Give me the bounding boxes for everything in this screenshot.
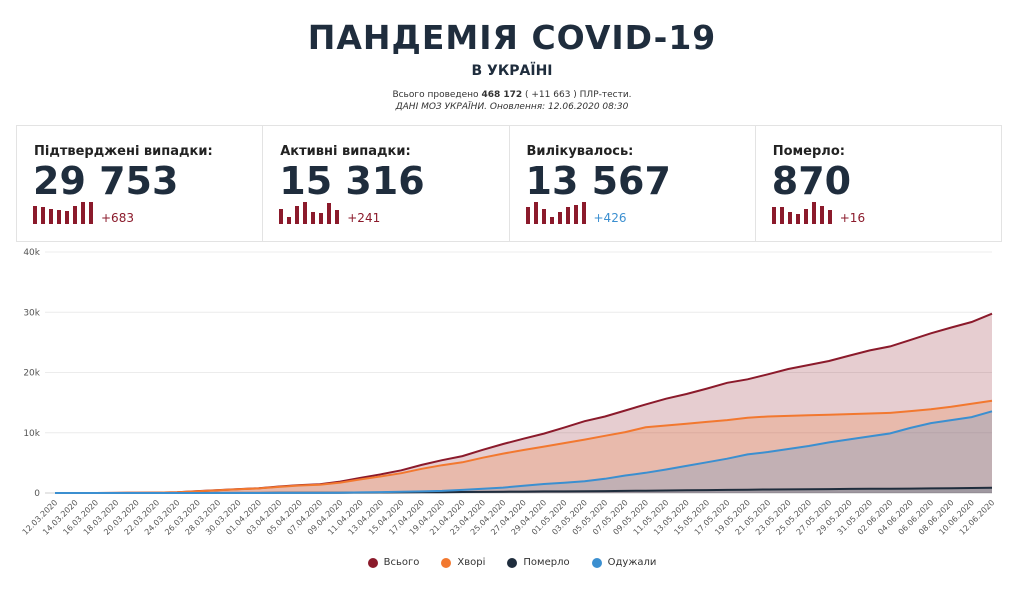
spark-bar xyxy=(57,210,61,224)
area-chart: 010k20k30k40k12.03.202014.03.202016.03.2… xyxy=(21,248,997,537)
spark-bar xyxy=(771,207,776,224)
series-line xyxy=(55,410,993,494)
series-area xyxy=(55,400,992,493)
legend-label: Всього xyxy=(383,557,420,568)
spark-bar xyxy=(811,202,816,224)
y-tick-label: 0 xyxy=(34,489,40,499)
spark-bar xyxy=(287,217,292,224)
sparkline xyxy=(33,202,93,224)
spark-bar xyxy=(541,209,546,224)
spark-bar xyxy=(565,207,570,224)
spark-bar xyxy=(549,217,554,224)
y-tick-label: 40k xyxy=(23,248,40,258)
card-deaths: Померло: 870 +16 xyxy=(756,126,1001,241)
card-value: 29 753 xyxy=(33,159,179,203)
spark-bar xyxy=(303,202,308,224)
legend-label: Померло xyxy=(523,557,570,568)
card-label: Померло: xyxy=(772,144,845,159)
spark-bar xyxy=(327,203,332,224)
spark-bar xyxy=(827,210,832,224)
legend-dot xyxy=(441,557,452,568)
card-value: 870 xyxy=(771,159,852,203)
spark-bar xyxy=(533,202,538,224)
card-delta: +241 xyxy=(347,211,381,225)
card-label: Активні випадки: xyxy=(280,144,411,159)
spark-bar xyxy=(33,206,37,224)
spark-bar xyxy=(49,209,53,224)
spark-bar xyxy=(803,209,808,224)
page-title: ПАНДЕМІЯ COVID-19 xyxy=(307,18,717,57)
legend-item[interactable]: Хворі xyxy=(441,557,485,568)
y-tick-label: 10k xyxy=(23,429,40,439)
legend-label: Одужали xyxy=(607,557,657,568)
card-recovered: Вилікувалось: 13 567 +426 xyxy=(510,126,756,241)
spark-bar xyxy=(295,206,300,224)
y-tick-label: 30k xyxy=(23,308,40,318)
legend-item[interactable]: Всього xyxy=(367,557,420,568)
spark-bar xyxy=(335,210,340,224)
spark-bar xyxy=(787,212,792,224)
spark-bar xyxy=(41,207,45,224)
card-delta: +16 xyxy=(839,211,866,225)
spark-bar xyxy=(311,212,316,224)
chart-legend: Всього Хворі Померло Одужали xyxy=(0,557,1024,568)
spark-bar xyxy=(81,202,85,224)
series-area xyxy=(55,313,992,493)
spark-bar xyxy=(557,212,562,224)
spark-bar xyxy=(65,211,69,224)
spark-bar xyxy=(581,202,586,224)
spark-bar xyxy=(795,214,800,224)
card-active: Активні випадки: 15 316 +241 xyxy=(263,126,510,241)
sparkline xyxy=(771,202,832,224)
stats-cards: Підтверджені випадки: 29 753 +683 Активн… xyxy=(16,125,1002,242)
legend-label: Хворі xyxy=(457,557,486,568)
card-value: 15 316 xyxy=(279,159,425,203)
spark-bar xyxy=(89,202,93,224)
card-label: Підтверджені випадки: xyxy=(34,144,213,159)
tests-total: 468 172 xyxy=(481,90,523,100)
tests-suffix: ( +11 663 ) ПЛР-тести. xyxy=(522,90,632,100)
spark-bar xyxy=(819,206,824,224)
card-label: Вилікувалось: xyxy=(526,144,634,159)
card-value: 13 567 xyxy=(525,159,671,203)
spark-bar xyxy=(279,209,284,224)
legend-dot xyxy=(367,557,378,568)
card-delta: +683 xyxy=(101,211,134,225)
spark-bar xyxy=(319,213,324,224)
y-tick-label: 20k xyxy=(23,369,40,379)
page-subtitle: В УКРАЇНІ xyxy=(471,63,553,79)
spark-bar xyxy=(573,205,578,224)
legend-dot xyxy=(591,557,602,568)
legend-dot xyxy=(507,557,518,568)
card-delta: +426 xyxy=(593,211,627,225)
source-info: ДАНІ МОЗ УКРАЇНИ. Оновлення: 12.06.2020 … xyxy=(395,102,629,112)
card-confirmed: Підтверджені випадки: 29 753 +683 xyxy=(17,126,264,241)
spark-bar xyxy=(525,207,530,224)
series-area xyxy=(55,411,992,493)
sparkline xyxy=(279,202,340,224)
sparkline xyxy=(525,202,586,224)
series-area xyxy=(55,487,992,493)
series-line xyxy=(55,399,993,494)
legend-item[interactable]: Померло xyxy=(507,557,570,568)
legend-item[interactable]: Одужали xyxy=(591,557,657,568)
spark-bar xyxy=(779,207,784,224)
tests-info: Всього проведено 468 172 ( +11 663 ) ПЛР… xyxy=(0,90,1024,100)
spark-bar xyxy=(73,206,77,224)
tests-prefix: Всього проведено xyxy=(392,90,482,100)
